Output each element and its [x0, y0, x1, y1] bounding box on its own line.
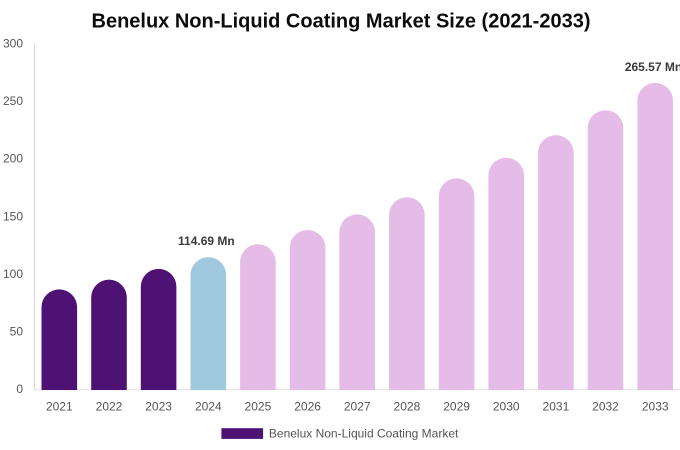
svg-text:2033: 2033 — [642, 400, 669, 414]
svg-text:2028: 2028 — [394, 400, 421, 414]
svg-text:2027: 2027 — [344, 400, 371, 414]
svg-text:150: 150 — [3, 209, 23, 223]
svg-text:265.57 Mn: 265.57 Mn — [625, 60, 680, 74]
svg-text:2030: 2030 — [493, 400, 520, 414]
svg-text:200: 200 — [3, 152, 23, 166]
svg-text:2021: 2021 — [46, 400, 73, 414]
svg-text:100: 100 — [3, 267, 23, 281]
svg-text:0: 0 — [16, 382, 23, 396]
svg-text:2029: 2029 — [443, 400, 470, 414]
svg-text:50: 50 — [10, 325, 24, 339]
svg-text:2025: 2025 — [245, 400, 272, 414]
svg-text:250: 250 — [3, 94, 23, 108]
svg-text:Benelux Non-Liquid Coating Mar: Benelux Non-Liquid Coating Market — [269, 427, 459, 441]
svg-text:2031: 2031 — [543, 400, 570, 414]
svg-text:114.69 Mn: 114.69 Mn — [178, 234, 235, 248]
svg-text:2023: 2023 — [145, 400, 172, 414]
svg-text:2026: 2026 — [294, 400, 321, 414]
svg-text:2022: 2022 — [96, 400, 123, 414]
svg-text:2024: 2024 — [195, 400, 222, 414]
svg-text:2032: 2032 — [592, 400, 619, 414]
svg-text:Benelux Non-Liquid Coating Mar: Benelux Non-Liquid Coating Market Size (… — [92, 10, 591, 32]
svg-text:300: 300 — [3, 36, 23, 50]
